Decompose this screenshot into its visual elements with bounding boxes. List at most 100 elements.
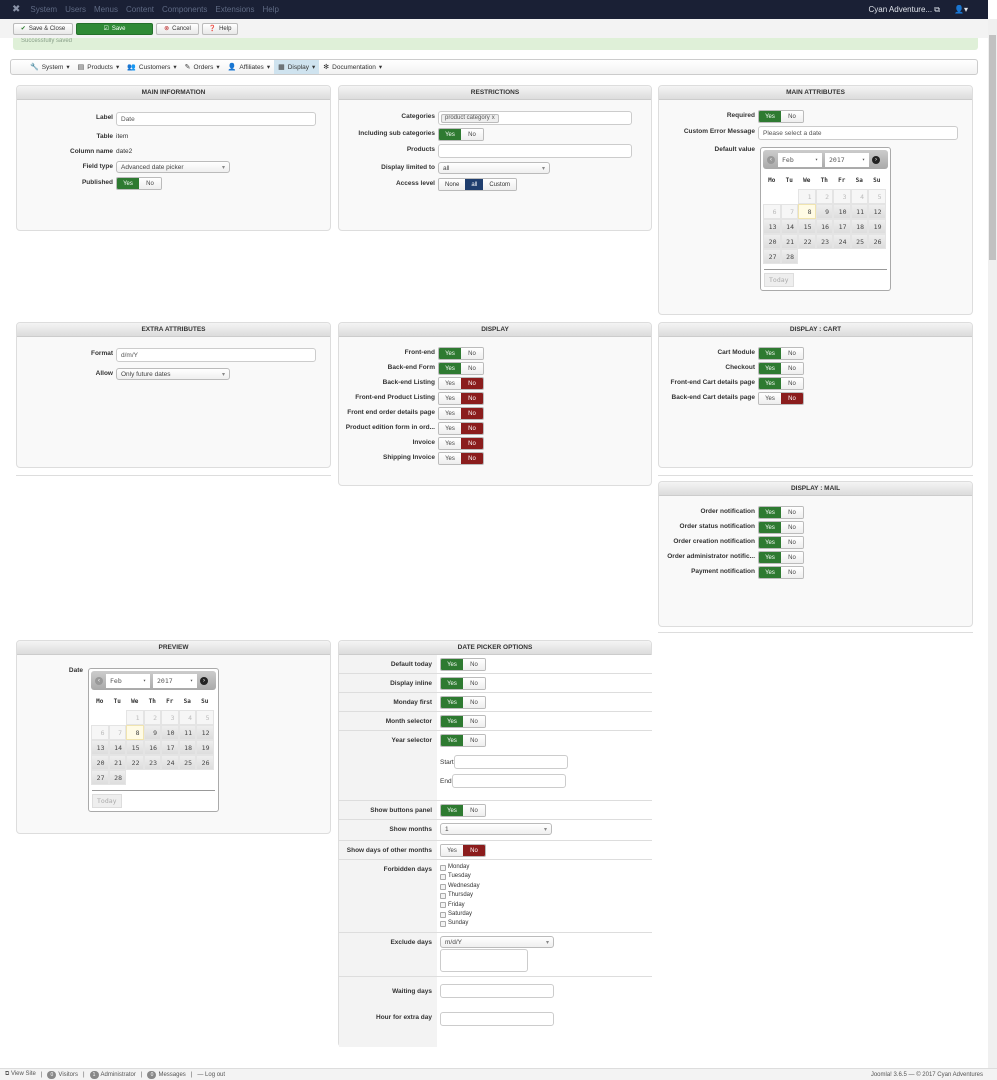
prev-month-icon[interactable]: ‹ xyxy=(767,155,775,164)
joomla-logo-icon[interactable]: ✖ xyxy=(12,4,21,15)
yes-option[interactable]: Yes xyxy=(441,845,463,856)
checkbox[interactable] xyxy=(440,921,446,928)
sub-categories-toggle[interactable]: Yes No xyxy=(438,128,484,141)
calendar-day[interactable]: 20 xyxy=(91,755,109,770)
yes-no-toggle[interactable]: Yes No xyxy=(438,377,484,390)
calendar-day[interactable]: 13 xyxy=(91,740,109,755)
calendar-day[interactable]: 18 xyxy=(850,219,868,234)
products-input[interactable] xyxy=(438,144,632,158)
calendar-day[interactable]: 13 xyxy=(763,219,781,234)
checkbox[interactable] xyxy=(440,864,446,871)
no-option[interactable]: No xyxy=(463,735,485,746)
submenu-display[interactable]: ▦ Display ▾ xyxy=(274,60,320,74)
next-month-icon[interactable]: › xyxy=(200,676,208,685)
calendar-day[interactable]: 15 xyxy=(798,219,816,234)
yes-option[interactable]: Yes xyxy=(441,716,463,727)
forbidden-day-friday[interactable]: Friday xyxy=(440,901,652,910)
yes-no-toggle[interactable]: Yes No xyxy=(758,362,804,375)
no-option[interactable]: No xyxy=(781,348,803,359)
preview-datepicker[interactable]: ‹Feb2017›MoTuWeThFrSaSu12345678910111213… xyxy=(88,668,219,812)
yes-option[interactable]: Yes xyxy=(759,393,781,404)
no-option[interactable]: No xyxy=(461,453,483,464)
yes-option[interactable]: Yes xyxy=(759,378,781,389)
forbidden-day-sunday[interactable]: Sunday xyxy=(440,919,652,928)
top-menu-components[interactable]: Components xyxy=(162,5,208,14)
calendar-day[interactable]: 26 xyxy=(868,234,886,249)
no-option[interactable]: No xyxy=(781,522,803,533)
year-start-input[interactable] xyxy=(453,755,568,769)
checkbox[interactable] xyxy=(440,902,446,909)
no-option[interactable]: No xyxy=(463,678,485,689)
yes-no-toggle[interactable]: Yes No xyxy=(438,392,484,405)
checkbox[interactable] xyxy=(440,892,446,899)
scrollbar-thumb[interactable] xyxy=(989,35,996,260)
no-option[interactable]: No xyxy=(139,178,161,189)
no-option[interactable]: No xyxy=(463,805,485,816)
no-option[interactable]: No xyxy=(463,697,485,708)
visitors-link[interactable]: 0 Visitors xyxy=(47,1070,78,1079)
calendar-day[interactable]: 19 xyxy=(196,740,214,755)
user-menu-icon[interactable]: 👤▾ xyxy=(954,4,968,14)
yes-option[interactable]: Yes xyxy=(759,567,781,578)
calendar-day[interactable]: 10 xyxy=(161,725,179,740)
checkbox[interactable] xyxy=(440,883,446,890)
exclude-format-select[interactable]: m/d/Y xyxy=(440,936,554,948)
yes-option[interactable]: Yes xyxy=(439,453,461,464)
no-option[interactable]: No xyxy=(463,659,485,670)
forbidden-day-monday[interactable]: Monday xyxy=(440,863,652,872)
yes-option[interactable]: Yes xyxy=(439,438,461,449)
calendar-day[interactable]: 23 xyxy=(143,755,161,770)
forbidden-day-tuesday[interactable]: Tuesday xyxy=(440,872,652,881)
yes-option[interactable]: Yes xyxy=(441,735,463,746)
yes-option[interactable]: Yes xyxy=(439,348,461,359)
yes-option[interactable]: Yes xyxy=(439,363,461,374)
calendar-day[interactable]: 28 xyxy=(780,249,798,264)
no-option[interactable]: No xyxy=(781,552,803,563)
top-menu-content[interactable]: Content xyxy=(125,5,154,14)
format-input[interactable]: d/m/Y xyxy=(116,348,316,362)
other-months-toggle[interactable]: Yes No xyxy=(440,844,486,857)
buttons-panel-toggle[interactable]: Yes No xyxy=(440,804,486,817)
no-option[interactable]: No xyxy=(461,438,483,449)
no-option[interactable]: No xyxy=(461,348,483,359)
calendar-day[interactable]: 16 xyxy=(815,219,833,234)
no-option[interactable]: No xyxy=(463,716,485,727)
published-toggle[interactable]: Yes No xyxy=(116,177,162,190)
calendar-day[interactable]: 22 xyxy=(126,755,144,770)
yes-no-toggle[interactable]: Yes No xyxy=(438,452,484,465)
categories-input[interactable]: product category x xyxy=(438,111,632,125)
checkbox[interactable] xyxy=(440,874,446,881)
top-menu-users[interactable]: Users xyxy=(65,5,86,14)
no-option[interactable]: No xyxy=(461,378,483,389)
top-menu-menus[interactable]: Menus xyxy=(93,5,118,14)
no-option[interactable]: No xyxy=(781,507,803,518)
yes-option[interactable]: Yes xyxy=(439,393,461,404)
save-close-button[interactable]: ✔ Save & Close xyxy=(13,22,73,35)
yes-no-toggle[interactable]: Yes No xyxy=(438,407,484,420)
yes-option[interactable]: Yes xyxy=(759,363,781,374)
remove-chip-icon[interactable]: x xyxy=(491,115,495,121)
calendar-day[interactable]: 19 xyxy=(868,219,886,234)
forbidden-day-wednesday[interactable]: Wednesday xyxy=(440,882,652,891)
default-today-toggle[interactable]: Yes No xyxy=(440,658,486,671)
hour-extra-day-input[interactable] xyxy=(440,1012,554,1026)
submenu-affiliates[interactable]: 👤 Affiliates ▾ xyxy=(224,60,274,74)
no-option[interactable]: No xyxy=(461,423,483,434)
no-option[interactable]: No xyxy=(461,363,483,374)
calendar-day[interactable]: 27 xyxy=(763,249,781,264)
access-option-none[interactable]: None xyxy=(439,179,466,190)
access-level-selector[interactable]: None all Custom xyxy=(438,178,518,191)
yes-no-toggle[interactable]: Yes No xyxy=(438,347,484,360)
site-link[interactable]: Cyan Adventure... ⧉ xyxy=(868,4,941,14)
checkbox[interactable] xyxy=(440,911,446,918)
calendar-day[interactable]: 17 xyxy=(833,219,851,234)
calendar-day[interactable]: 20 xyxy=(763,234,781,249)
calendar-day[interactable]: 12 xyxy=(196,725,214,740)
yes-no-toggle[interactable]: Yes No xyxy=(438,362,484,375)
yes-option[interactable]: Yes xyxy=(441,697,463,708)
yes-option[interactable]: Yes xyxy=(439,408,461,419)
calendar-day[interactable]: 21 xyxy=(108,755,126,770)
calendar-day[interactable]: 17 xyxy=(161,740,179,755)
cancel-button[interactable]: ⊗ Cancel xyxy=(156,22,199,35)
submenu-customers[interactable]: 👥 Customers ▾ xyxy=(123,60,180,74)
